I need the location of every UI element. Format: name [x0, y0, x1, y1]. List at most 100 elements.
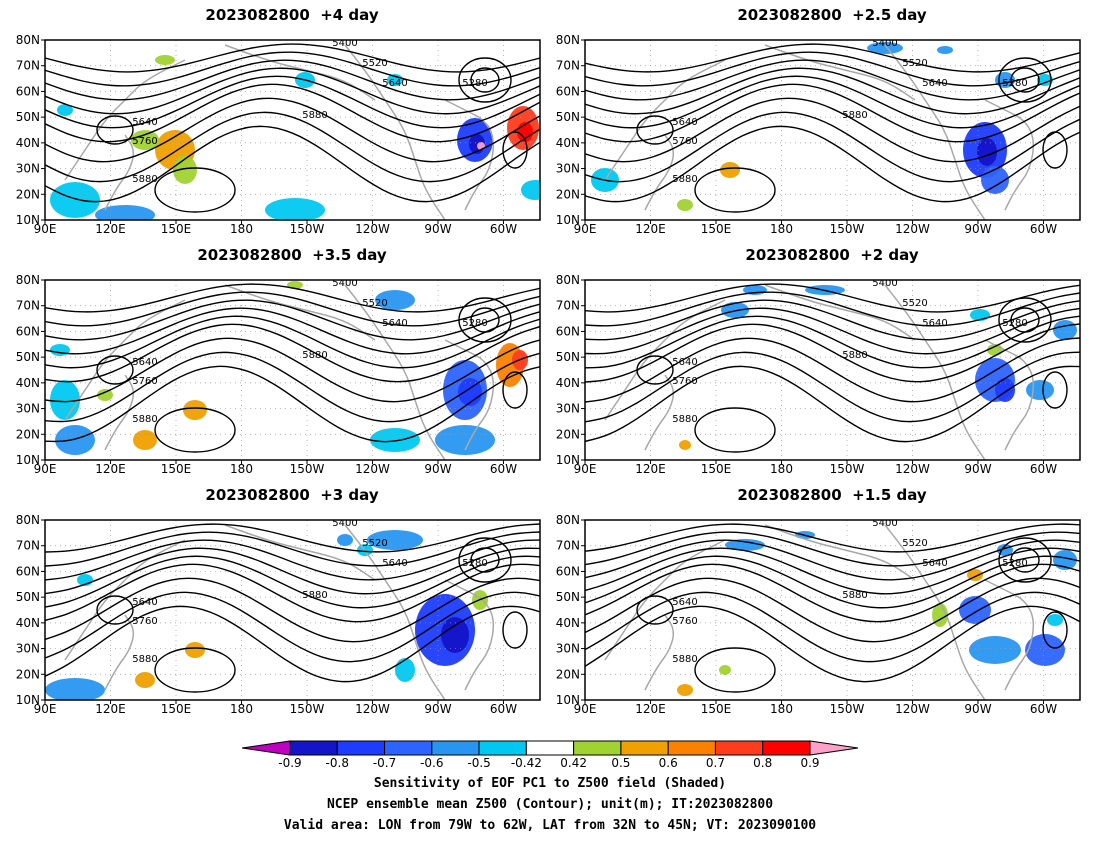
- lat-tick-label: 60N: [556, 84, 580, 98]
- height-contour: [694, 407, 776, 453]
- height-contour: [45, 51, 540, 87]
- height-contour: [45, 315, 540, 369]
- contour-label: 5760: [132, 136, 157, 147]
- colorbar-cell: [573, 740, 622, 756]
- sensitivity-shading: [995, 378, 1015, 402]
- contour-label: 5400: [332, 278, 357, 289]
- height-contour: [694, 167, 776, 213]
- coastline: [344, 524, 446, 700]
- contour-label: 5880: [132, 414, 157, 425]
- lat-tick-label: 60N: [556, 564, 580, 578]
- contour-label: 5640: [132, 357, 157, 368]
- lon-tick-label: 90E: [34, 222, 57, 236]
- contour-label: 5880: [302, 590, 327, 601]
- height-contour: [45, 337, 540, 403]
- lon-tick-label: 120W: [355, 462, 390, 476]
- lat-tick-label: 30N: [556, 642, 580, 656]
- height-contour: [470, 307, 500, 333]
- sensitivity-shading: [287, 281, 303, 289]
- colorbar-cell: [762, 740, 811, 756]
- panel-title-6: 2023082800 +1.5 day: [737, 486, 927, 504]
- coastline: [644, 614, 675, 691]
- contour-label: 5280: [1002, 318, 1027, 329]
- sensitivity-shading: [1037, 74, 1053, 86]
- lon-tick-label: 60W: [1030, 702, 1057, 716]
- lat-tick-label: 70N: [16, 299, 40, 313]
- lat-tick-label: 80N: [16, 273, 40, 287]
- lon-tick-label: 120W: [355, 222, 390, 236]
- lon-tick-label: 120E: [635, 462, 666, 476]
- lat-tick-label: 80N: [16, 33, 40, 47]
- height-contour: [45, 323, 540, 383]
- contour-label: 5520: [902, 298, 927, 309]
- height-contour: [585, 591, 1080, 663]
- map-content: 5400 5520 5640 5640 5760 5880 5880 5280: [45, 278, 540, 460]
- contour-label: 5760: [672, 376, 697, 387]
- height-contour: [1010, 67, 1040, 93]
- lat-tick-label: 60N: [16, 324, 40, 338]
- height-contour: [585, 83, 1080, 143]
- height-contour: [585, 531, 1080, 567]
- lat-tick-label: 50N: [556, 350, 580, 364]
- contour-label: 5640: [922, 558, 947, 569]
- contour-label: 5280: [462, 558, 487, 569]
- lat-tick-label: 10N: [556, 693, 580, 707]
- height-contour: [585, 547, 1080, 595]
- map-panel-2: 5400 5520 5640 5640 5760 5880 5880 5280 80N 70N 60…: [556, 33, 1081, 236]
- height-contour: [502, 371, 528, 409]
- sensitivity-shading: [57, 104, 73, 116]
- height-contour: [1042, 131, 1068, 169]
- lon-tick-label: 120E: [635, 702, 666, 716]
- sensitivity-shading: [677, 199, 693, 211]
- coastline: [104, 614, 135, 691]
- height-contour: [45, 307, 540, 355]
- lon-tick-label: 90E: [574, 222, 597, 236]
- panel-title-1: 2023082800 +4 day: [205, 6, 379, 24]
- height-contour: [45, 283, 540, 313]
- lon-tick-label: 180: [230, 702, 253, 716]
- sensitivity-shading: [370, 428, 420, 452]
- colorbar-cell: [431, 740, 480, 756]
- sensitivity-shading: [937, 46, 953, 54]
- lon-tick-label: 180: [770, 222, 793, 236]
- map-content: 5400 5520 5640 5640 5760 5880 5880 5280: [45, 40, 540, 220]
- height-contour: [45, 547, 540, 595]
- height-contour: [585, 75, 1080, 129]
- lat-tick-label: 20N: [16, 667, 40, 681]
- contour-label: 5640: [922, 78, 947, 89]
- contour-label: 5280: [462, 78, 487, 89]
- lon-tick-label: 60W: [1030, 222, 1057, 236]
- lat-tick-label: 60N: [556, 324, 580, 338]
- lat-tick-label: 30N: [556, 162, 580, 176]
- coastline: [884, 524, 986, 700]
- contour-label: 5520: [902, 538, 927, 549]
- coastline: [64, 539, 186, 661]
- contour-label: 5400: [332, 518, 357, 529]
- contour-label: 5880: [672, 414, 697, 425]
- colorbar-tick-label: 0.42: [560, 756, 587, 770]
- map-frame: [584, 519, 1081, 701]
- contour-label: 5520: [362, 298, 387, 309]
- lon-tick-label: 90E: [34, 462, 57, 476]
- coastline: [604, 539, 726, 661]
- height-contour: [585, 299, 1080, 341]
- lon-tick-label: 90E: [574, 462, 597, 476]
- lon-tick-label: 180: [770, 462, 793, 476]
- sensitivity-shading: [441, 617, 469, 653]
- colorbar-cell: [241, 740, 291, 756]
- height-contour: [585, 59, 1080, 101]
- lon-tick-label: 150E: [161, 222, 192, 236]
- height-contour: [585, 323, 1080, 383]
- lon-tick-label: 120E: [95, 222, 126, 236]
- coastline: [104, 134, 135, 211]
- height-contour: [585, 291, 1080, 327]
- height-contour: [998, 297, 1052, 343]
- colorbar-tick-label: 0.9: [800, 756, 819, 770]
- footer-line-2: NCEP ensemble mean Z500 (Contour); unit(…: [326, 797, 774, 812]
- height-contour: [585, 67, 1080, 115]
- height-contour: [694, 647, 776, 693]
- sensitivity-shading: [50, 380, 80, 420]
- height-contour: [1042, 371, 1068, 409]
- contour-label: 5640: [672, 597, 697, 608]
- coastline: [884, 284, 986, 460]
